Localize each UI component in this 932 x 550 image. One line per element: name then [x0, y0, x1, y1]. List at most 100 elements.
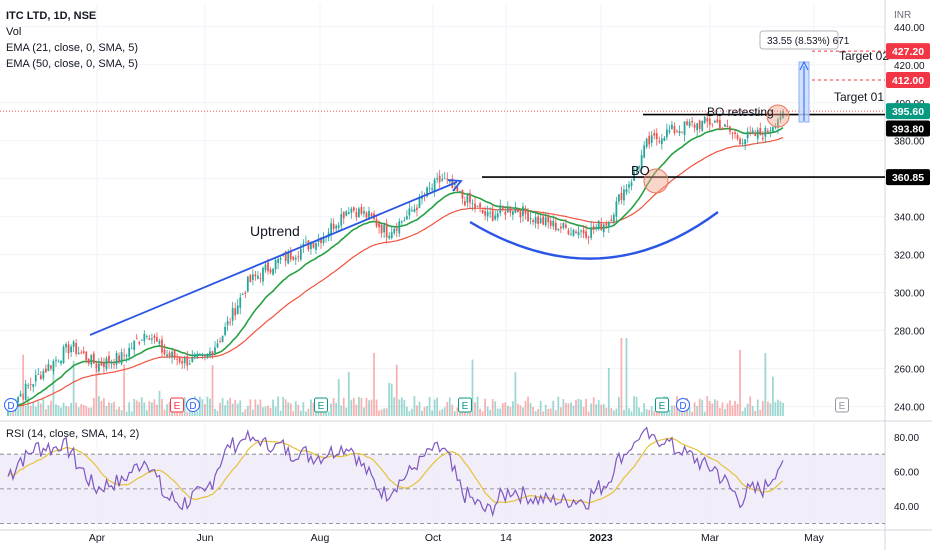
volume-bar — [128, 402, 131, 416]
candle-body — [655, 133, 658, 140]
candle-body — [405, 216, 408, 220]
volume-bar — [595, 404, 598, 416]
candle-body — [481, 209, 484, 213]
volume-bar — [60, 407, 62, 416]
ema50-line — [7, 136, 784, 408]
candle-body — [320, 237, 322, 244]
volume-bar — [453, 411, 456, 416]
candle-body — [739, 138, 741, 145]
uptrend-arrowhead — [447, 179, 463, 192]
rsi-tick-label: 60.00 — [894, 468, 919, 479]
symbol-legend[interactable]: ITC LTD, 1D, NSE — [6, 10, 97, 22]
volume-bar — [602, 403, 605, 416]
volume-bar — [143, 402, 146, 416]
earnings-marker[interactable] — [314, 397, 328, 413]
volume-bar — [57, 405, 60, 416]
volume-bar — [168, 401, 171, 416]
candle-body — [501, 206, 504, 209]
candle-body — [512, 211, 514, 215]
candle-body — [345, 211, 348, 216]
volume-bar — [37, 401, 40, 416]
candle-body — [706, 118, 709, 122]
bo-circle — [643, 168, 669, 194]
candle-body — [491, 210, 494, 221]
candle-body — [499, 205, 502, 214]
dividend-marker[interactable] — [186, 398, 200, 412]
volume-bar — [191, 411, 194, 416]
time-tick-label: 14 — [500, 532, 512, 544]
price-badge-text: 360.85 — [892, 172, 924, 184]
candle-body — [378, 223, 380, 228]
volume-bar — [683, 409, 686, 416]
volume-bar — [678, 407, 681, 416]
volume-bar — [241, 411, 244, 416]
candle-body — [607, 221, 610, 228]
candle-body — [517, 209, 519, 213]
candle-body — [547, 215, 550, 223]
price-tick-label: 340.00 — [894, 213, 925, 224]
candle-body — [264, 264, 267, 271]
volume-bar — [653, 411, 656, 416]
candle-body — [90, 354, 93, 365]
earnings-marker-label: E — [318, 401, 325, 412]
candle-body — [623, 189, 625, 201]
volume-bar — [219, 402, 221, 416]
price-tick-label: 280.00 — [894, 327, 925, 338]
candle-body — [650, 135, 653, 144]
volume-bar — [471, 359, 474, 416]
volume-bar — [476, 396, 479, 416]
volume-bar — [501, 403, 504, 416]
volume-bar — [274, 406, 277, 416]
volume-bar — [113, 401, 115, 416]
candle-body — [380, 224, 383, 234]
volume-bar — [390, 383, 393, 416]
candle-body — [105, 358, 108, 369]
volume-bar — [130, 411, 133, 416]
rsi-ma-line — [7, 437, 784, 504]
candle-body — [219, 341, 221, 342]
volume-bar — [448, 397, 451, 416]
volume-bar — [226, 400, 229, 416]
earnings-marker[interactable] — [458, 397, 472, 413]
earnings-marker[interactable] — [170, 397, 184, 413]
volume-bar — [400, 397, 403, 416]
candle-body — [337, 225, 340, 228]
volume-bar — [350, 399, 353, 416]
volume-bar — [246, 406, 249, 416]
volume-bar — [70, 402, 72, 416]
bo-label: BO — [631, 163, 650, 178]
ema21-legend[interactable]: EMA (21, close, 0, SMA, 5) — [6, 42, 139, 54]
price-badge-text: 412.00 — [892, 75, 924, 87]
volume-bar — [754, 411, 757, 416]
earnings-marker[interactable] — [835, 397, 849, 413]
candle-body — [496, 213, 499, 218]
volume-bar — [264, 406, 267, 416]
earnings-marker[interactable] — [655, 397, 669, 413]
volume-bar — [693, 402, 696, 416]
candle-body — [347, 212, 350, 215]
volume-bar — [340, 405, 343, 416]
candle-body — [292, 256, 295, 260]
volume-bar — [95, 369, 98, 416]
candle-body — [625, 189, 628, 193]
rsi-legend[interactable]: RSI (14, close, SMA, 14, 2) — [6, 428, 140, 440]
candle-body — [751, 130, 754, 133]
candle-body — [166, 354, 168, 357]
volume-bar — [186, 411, 189, 416]
bo-retest-circle — [766, 104, 790, 128]
candle-body — [610, 219, 613, 222]
dividend-marker[interactable] — [676, 398, 690, 412]
ema50-legend[interactable]: EMA (50, close, 0, SMA, 5) — [6, 58, 139, 70]
candle-body — [181, 361, 184, 364]
volume-legend[interactable]: Vol — [6, 26, 22, 38]
candle-body — [779, 116, 782, 120]
candle-body — [140, 339, 143, 341]
candle-body — [693, 124, 696, 128]
dividend-marker[interactable] — [4, 398, 18, 412]
volume-bar — [299, 410, 302, 416]
candle-body — [433, 179, 436, 192]
volume-bar — [734, 400, 736, 416]
candle-body — [257, 275, 259, 279]
